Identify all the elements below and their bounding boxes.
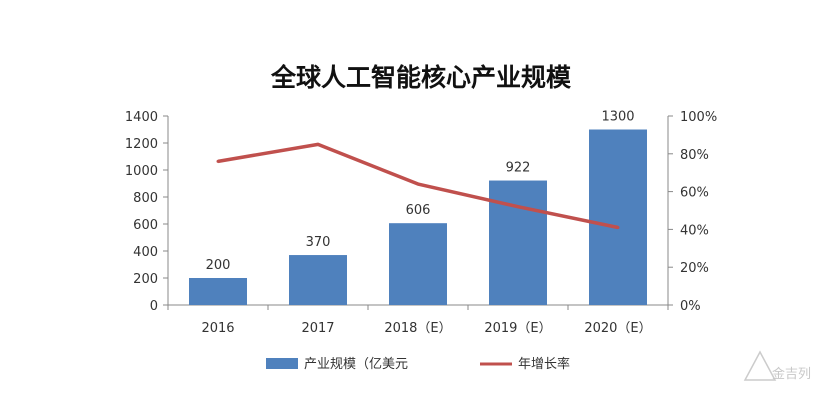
legend: 产业规模（亿美元 年增长率 [266, 356, 570, 372]
watermark-text: 金吉列 [772, 366, 811, 382]
bar [289, 255, 347, 305]
y-left-tick-label: 600 [133, 218, 158, 233]
y-left-tick-label: 200 [133, 272, 158, 287]
growth-rate-point [216, 159, 220, 163]
x-tick-label: 2016 [201, 321, 234, 336]
watermark-logo-icon [743, 350, 777, 381]
chart-title: 全球人工智能核心产业规模 [270, 63, 572, 92]
line-series [216, 142, 620, 230]
bar [589, 129, 647, 305]
x-tick-label: 2020（E） [584, 321, 651, 336]
legend-line-label: 年增长率 [518, 356, 570, 372]
y-left-tick-label: 1000 [125, 164, 158, 179]
y-right-tick-label: 0% [680, 299, 701, 314]
bar [189, 278, 247, 305]
growth-rate-point [516, 205, 520, 209]
y-left-tick-label: 1400 [125, 110, 158, 125]
y-right-tick-label: 80% [680, 148, 709, 163]
y-left-tick-label: 400 [133, 245, 158, 260]
x-tick-label: 2018（E） [384, 321, 451, 336]
growth-rate-point [616, 226, 620, 230]
bar-data-label: 1300 [601, 110, 634, 125]
data-labels: 200 370 606 922 1300 [206, 110, 635, 274]
y-left-tick-label: 1200 [125, 137, 158, 152]
y-right-tick-label: 100% [680, 110, 717, 125]
x-tick-label: 2017 [301, 321, 334, 336]
bar [489, 180, 547, 305]
growth-rate-point [316, 142, 320, 146]
y-left-tick-label: 0 [150, 299, 158, 314]
bar-data-label: 370 [306, 235, 331, 250]
bar-series [189, 129, 647, 305]
legend-bar-label: 产业规模（亿美元 [304, 357, 408, 372]
legend-bar-swatch [266, 358, 298, 369]
bar [389, 223, 447, 305]
bar-data-label: 200 [206, 258, 231, 273]
y-right-tick-label: 40% [680, 223, 709, 238]
watermark: 金吉列 [743, 350, 811, 382]
bar-data-label: 606 [406, 203, 431, 218]
y-left-tick-label: 800 [133, 191, 158, 206]
growth-rate-point [416, 182, 420, 186]
axes: 0 200 400 600 800 1000 1200 1400 0% 20% 40% 60% 80% 1… [125, 110, 717, 336]
x-tick-label: 2019（E） [484, 321, 551, 336]
y-right-tick-label: 20% [680, 261, 709, 276]
y-right-tick-label: 60% [680, 186, 709, 201]
bar-data-label: 922 [506, 161, 531, 176]
